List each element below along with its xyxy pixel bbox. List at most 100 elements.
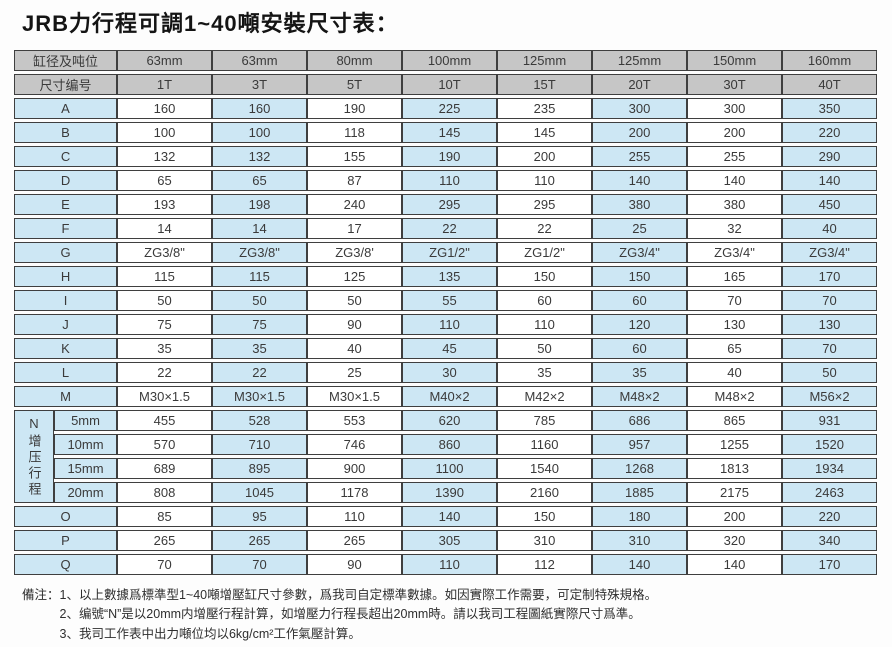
data-cell: 50 (307, 290, 403, 311)
data-cell: 60 (592, 338, 688, 359)
header-cell: 10T (402, 74, 498, 95)
data-cell: 60 (592, 290, 688, 311)
table-row: F 14 14 17 22 22 25 32 40 (14, 218, 878, 239)
row-label: O (14, 506, 118, 527)
data-cell: 170 (782, 266, 878, 287)
table-row: P 265 265 265 305 310 310 320 340 (14, 530, 878, 551)
data-cell: M30×1.5 (307, 386, 403, 407)
data-cell: 115 (117, 266, 213, 287)
data-cell: ZG3/4" (592, 242, 688, 263)
data-cell: 620 (402, 410, 498, 431)
data-cell: 40 (307, 338, 403, 359)
data-cell: 528 (212, 410, 308, 431)
data-cell: 746 (307, 434, 403, 455)
data-cell: 170 (782, 554, 878, 575)
data-cell: 570 (117, 434, 213, 455)
data-cell: 2463 (782, 482, 878, 503)
data-cell: 22 (212, 362, 308, 383)
data-cell: 710 (212, 434, 308, 455)
table-row: H 115 115 125 135 150 150 165 170 (14, 266, 878, 287)
table-row: K 35 35 40 45 50 60 65 70 (14, 338, 878, 359)
data-cell: 87 (307, 170, 403, 191)
data-cell: 1520 (782, 434, 878, 455)
footnotes: 備注：1、以上數據爲標準型1~40噸增壓缸尺寸參數，爲我司自定標準數據。如因實際… (22, 586, 878, 644)
data-cell: 70 (782, 290, 878, 311)
data-cell: 785 (497, 410, 593, 431)
row-label: G (14, 242, 118, 263)
data-cell: 35 (592, 362, 688, 383)
data-cell: 265 (212, 530, 308, 551)
row-label: Q (14, 554, 118, 575)
table-row: A 160 160 190 225 235 300 300 350 (14, 98, 878, 119)
table-row: 15mm 689 895 900 1100 1540 1268 1813 1934 (14, 458, 878, 479)
data-cell: 50 (782, 362, 878, 383)
n-sub-row-label: 5mm (54, 410, 118, 431)
data-cell: 340 (782, 530, 878, 551)
data-cell: 140 (402, 506, 498, 527)
data-cell: 900 (307, 458, 403, 479)
table-row: B 100 100 118 145 145 200 200 220 (14, 122, 878, 143)
data-cell: 193 (117, 194, 213, 215)
row-label: P (14, 530, 118, 551)
header-cell: 30T (687, 74, 783, 95)
table-row: E 193 198 240 295 295 380 380 450 (14, 194, 878, 215)
table-row: I 50 50 50 55 60 60 70 70 (14, 290, 878, 311)
data-cell: 100 (212, 122, 308, 143)
header-cell: 80mm (307, 50, 403, 71)
data-cell: 95 (212, 506, 308, 527)
data-cell: 40 (782, 218, 878, 239)
table-row: 20mm 808 1045 1178 1390 2160 1885 2175 2463 (14, 482, 878, 503)
data-cell: 450 (782, 194, 878, 215)
data-cell: 686 (592, 410, 688, 431)
header-cell: 40T (782, 74, 878, 95)
data-cell: 145 (402, 122, 498, 143)
data-cell: 50 (117, 290, 213, 311)
data-cell: ZG3/8" (117, 242, 213, 263)
data-cell: 235 (497, 98, 593, 119)
data-cell: 165 (687, 266, 783, 287)
table-row: 10mm 570 710 746 860 1160 957 1255 1520 (14, 434, 878, 455)
table-row: D 65 65 87 110 110 140 140 140 (14, 170, 878, 191)
data-cell: 190 (307, 98, 403, 119)
data-cell: 255 (687, 146, 783, 167)
data-cell: 40 (687, 362, 783, 383)
data-cell: 145 (497, 122, 593, 143)
row-label: C (14, 146, 118, 167)
data-cell: 1813 (687, 458, 783, 479)
table-row: N增压行程 5mm 455 528 553 620 785 686 865 931 (14, 410, 878, 503)
header-label: 尺寸编号 (14, 74, 118, 95)
data-cell: 22 (117, 362, 213, 383)
data-cell: 957 (592, 434, 688, 455)
data-cell: 110 (402, 170, 498, 191)
data-cell: 112 (497, 554, 593, 575)
data-cell: M30×1.5 (212, 386, 308, 407)
data-cell: 1934 (782, 458, 878, 479)
data-cell: 350 (782, 98, 878, 119)
dimension-table: 缸径及吨位 63mm 63mm 80mm 100mm 125mm 125mm 150mm 160… (14, 47, 878, 578)
footnote-line: 2、编號“N”是以20mm内增壓行程計算，如增壓力行程長超出20mm時。請以我司… (59, 607, 641, 622)
data-cell: 100 (117, 122, 213, 143)
data-cell: 220 (782, 122, 878, 143)
row-label: M (14, 386, 118, 407)
data-cell: 17 (307, 218, 403, 239)
data-cell: 140 (592, 554, 688, 575)
data-cell: 35 (497, 362, 593, 383)
data-cell: 1885 (592, 482, 688, 503)
table-row: M M30×1.5 M30×1.5 M30×1.5 M40×2 M42×2 M48×2 M48… (14, 386, 878, 407)
n-sub-row-label: 20mm (54, 482, 118, 503)
table-row: G ZG3/8" ZG3/8" ZG3/8' ZG1/2" ZG1/2" ZG3/4" ZG3… (14, 242, 878, 263)
data-cell: 225 (402, 98, 498, 119)
data-cell: M42×2 (497, 386, 593, 407)
data-cell: 310 (497, 530, 593, 551)
data-cell: 132 (212, 146, 308, 167)
data-cell: 110 (402, 314, 498, 335)
header-label: 缸径及吨位 (14, 50, 118, 71)
data-cell: 553 (307, 410, 403, 431)
row-label: H (14, 266, 118, 287)
data-cell: 35 (117, 338, 213, 359)
data-cell: 140 (687, 170, 783, 191)
n-sub-row-label: 10mm (54, 434, 118, 455)
header-cell: 125mm (592, 50, 688, 71)
data-cell: 180 (592, 506, 688, 527)
data-cell: 55 (402, 290, 498, 311)
